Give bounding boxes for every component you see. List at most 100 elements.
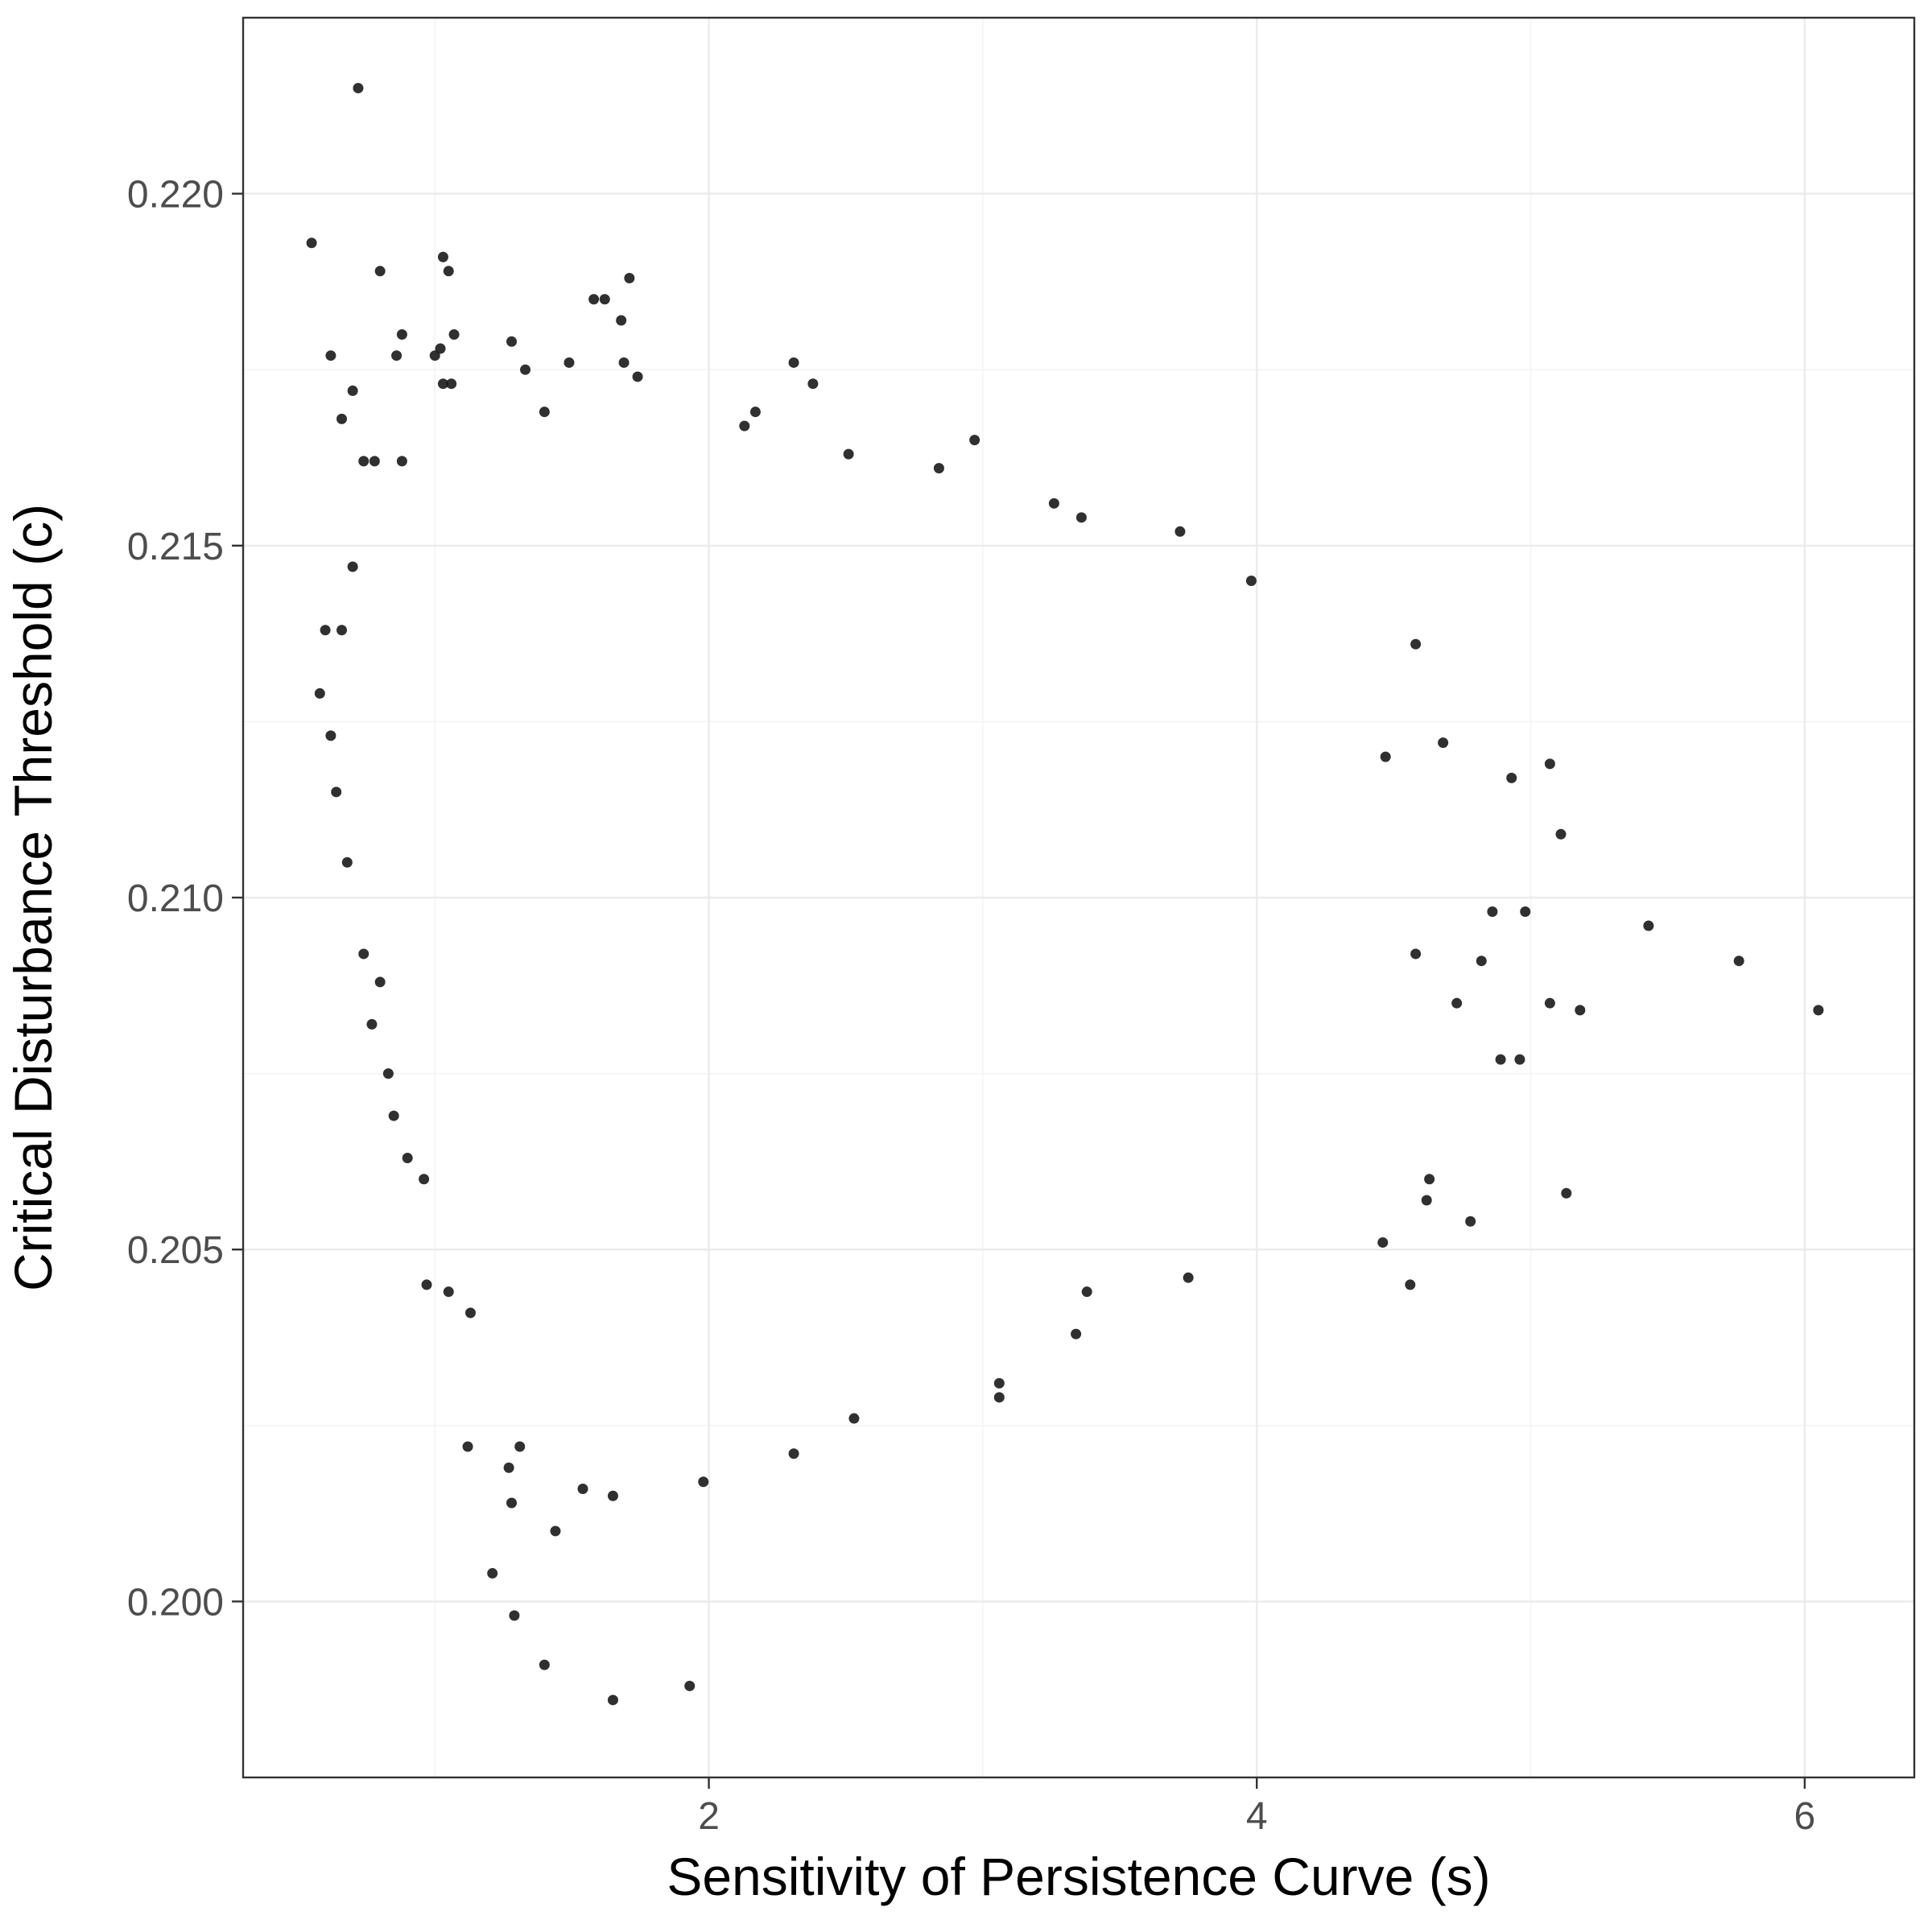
data-point [358, 948, 369, 960]
data-point [1174, 526, 1186, 537]
data-point [1405, 1279, 1416, 1290]
data-point [396, 328, 407, 340]
data-point [421, 1279, 432, 1290]
data-point [306, 237, 317, 249]
data-point [443, 266, 454, 277]
data-point [607, 1490, 618, 1501]
data-point [539, 407, 550, 418]
data-point [506, 1497, 518, 1509]
data-point [599, 294, 610, 305]
data-point [632, 371, 643, 382]
data-point [1506, 772, 1517, 783]
data-point [347, 561, 358, 572]
data-point [506, 336, 518, 347]
data-point [1071, 1328, 1082, 1340]
y-tick-label: 0.220 [127, 174, 224, 217]
data-point [341, 857, 353, 868]
data-point [358, 456, 369, 467]
x-tick-label: 4 [1246, 1795, 1268, 1838]
data-point [607, 1695, 618, 1706]
data-points [306, 82, 1824, 1706]
data-point [320, 625, 331, 636]
data-point [933, 463, 944, 474]
data-point [588, 294, 600, 305]
data-point [1048, 497, 1059, 509]
x-axis-title: Sensitivity of Persistence Curve (s) [667, 1847, 1490, 1906]
data-point [402, 1153, 413, 1164]
data-point [807, 378, 819, 390]
data-point [1813, 1005, 1824, 1016]
data-point [391, 350, 402, 361]
data-point [331, 786, 342, 798]
data-point [1075, 512, 1087, 523]
data-point [1465, 1216, 1476, 1227]
data-point [749, 407, 761, 418]
data-point [788, 1448, 799, 1459]
y-axis-ticks: 0.200 0.205 0.210 0.215 0.220 [127, 174, 243, 1624]
data-point [993, 1377, 1005, 1389]
data-point [1476, 956, 1487, 967]
data-point [382, 1068, 394, 1080]
major-gridlines [243, 18, 1914, 1777]
data-point [487, 1567, 498, 1579]
data-point [618, 357, 630, 368]
data-point [564, 357, 575, 368]
x-axis-ticks: 2 4 6 [698, 1777, 1815, 1838]
data-point [388, 1110, 399, 1121]
data-point [616, 315, 627, 326]
data-point [539, 1659, 550, 1670]
data-point [435, 343, 446, 354]
data-point [347, 385, 358, 396]
data-point [550, 1525, 561, 1537]
data-point [514, 1441, 526, 1452]
data-point [1544, 758, 1555, 770]
data-point [1487, 906, 1498, 917]
data-point [374, 266, 386, 277]
data-point [1245, 576, 1257, 587]
x-tick-label: 2 [698, 1795, 720, 1838]
data-point [419, 1174, 430, 1185]
data-point [788, 357, 799, 368]
data-point [429, 350, 440, 361]
data-point [1544, 997, 1555, 1009]
data-point [353, 82, 364, 93]
data-point [1183, 1272, 1194, 1283]
data-point [1575, 1005, 1586, 1016]
x-tick-label: 6 [1794, 1795, 1816, 1838]
data-point [325, 350, 336, 361]
y-tick-label: 0.215 [127, 526, 224, 568]
data-point [969, 435, 980, 446]
data-point [1081, 1286, 1092, 1298]
data-point [520, 364, 531, 375]
data-point [577, 1483, 588, 1494]
data-point [1424, 1174, 1435, 1185]
data-point [1438, 737, 1449, 749]
data-point [993, 1392, 1005, 1403]
y-tick-label: 0.210 [127, 877, 224, 920]
data-point [336, 625, 348, 636]
data-point [1514, 1054, 1525, 1065]
data-point [698, 1476, 709, 1488]
data-point [369, 456, 380, 467]
data-point [464, 1307, 476, 1319]
data-point [374, 976, 386, 988]
data-point [396, 456, 407, 467]
data-point [1451, 997, 1463, 1009]
data-point [1733, 956, 1744, 967]
data-point [848, 1413, 860, 1424]
data-point [437, 251, 448, 262]
data-point [336, 413, 348, 424]
data-point [1561, 1187, 1572, 1199]
data-point [462, 1441, 473, 1452]
data-point [437, 378, 448, 390]
data-point [1555, 828, 1567, 840]
data-point [1410, 948, 1422, 960]
y-tick-label: 0.200 [127, 1581, 224, 1624]
data-point [1520, 906, 1531, 917]
data-point [1377, 1236, 1389, 1248]
data-point [443, 1286, 454, 1298]
data-point [325, 730, 336, 741]
data-point [446, 378, 457, 390]
data-point [684, 1680, 696, 1691]
